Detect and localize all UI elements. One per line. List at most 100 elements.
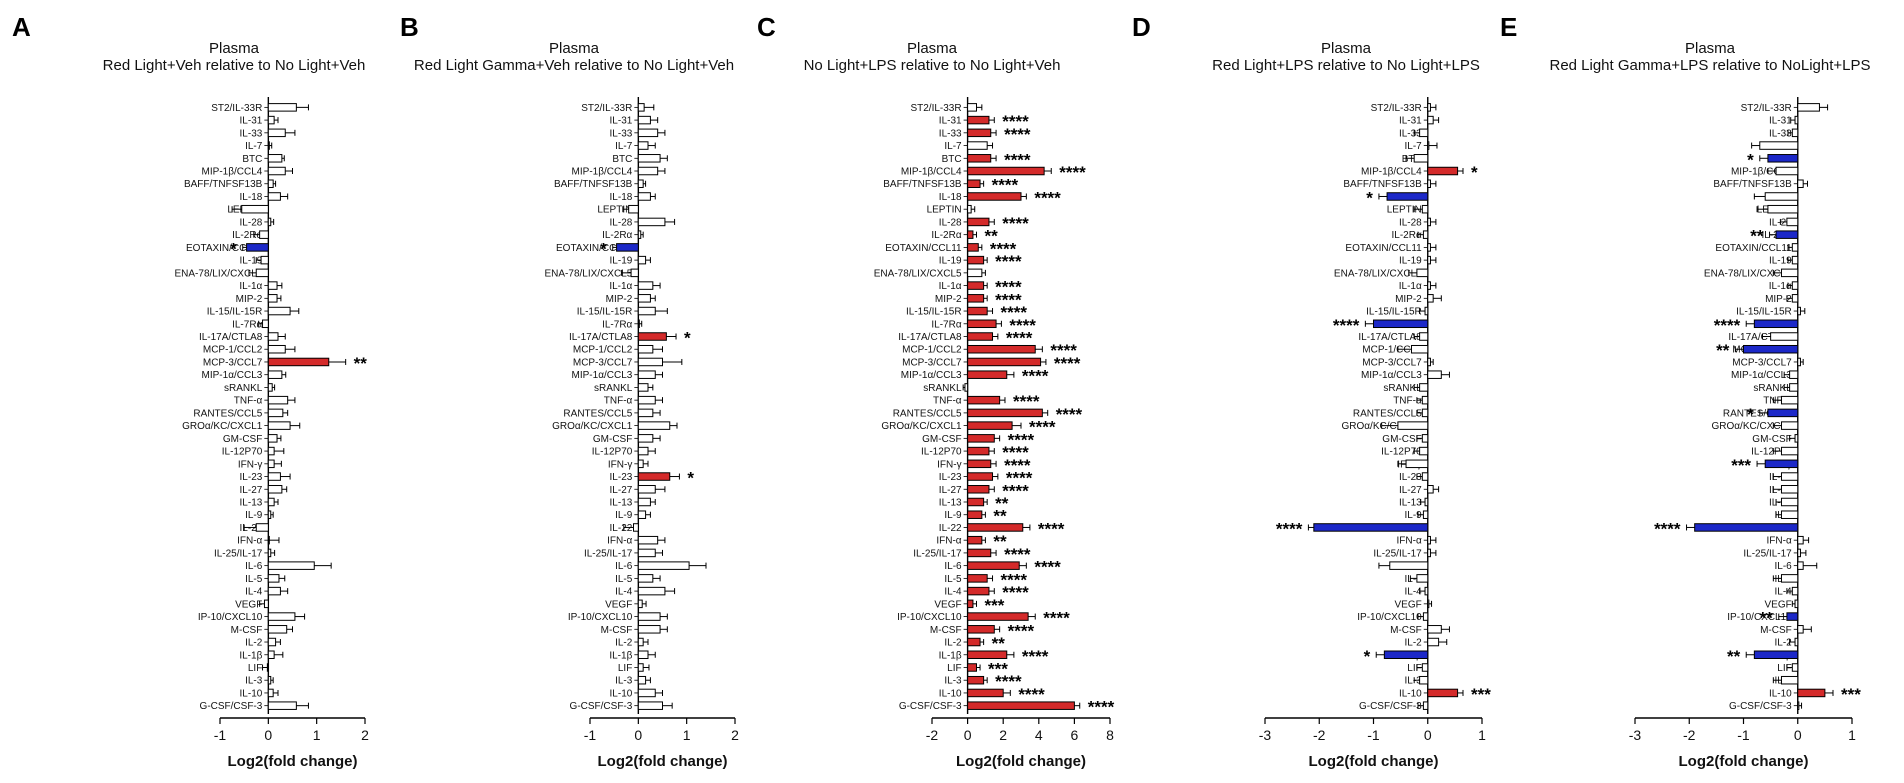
bar [637, 548, 656, 558]
bar [267, 485, 283, 494]
bar [267, 192, 281, 201]
bar [1797, 357, 1801, 367]
significance-label: *** [985, 596, 1005, 615]
panel-letter: A [12, 12, 31, 42]
significance-label: **** [1056, 405, 1083, 424]
significance-label: * [600, 239, 607, 258]
category-label: MIP-1α/CCL3 [1361, 370, 1422, 381]
category-label: IL-1α [939, 281, 962, 292]
bar [1427, 243, 1431, 252]
category-label: EOTAXIN/CCL11 [556, 243, 633, 254]
bar [1780, 421, 1799, 430]
bar [967, 535, 983, 545]
bar [967, 281, 985, 290]
bar [967, 179, 981, 188]
category-label: TNF-α [933, 396, 962, 407]
category-label: IFN-α [607, 536, 632, 547]
category-label: IL-10 [1399, 688, 1422, 699]
category-label: sRANKL [594, 383, 633, 394]
category-label: IL-7Rα [602, 319, 632, 330]
bar [1786, 612, 1799, 621]
bar [1421, 408, 1429, 418]
bar [267, 510, 272, 519]
category-label: ENA-78/LIX/CXCL5 [1334, 268, 1422, 279]
significance-label: **** [1002, 214, 1029, 233]
significance-label: **** [1059, 163, 1086, 182]
x-tick-label: -1 [1367, 727, 1380, 743]
bar [1794, 637, 1799, 647]
bar [267, 281, 278, 290]
category-label: M-CSF [1760, 625, 1792, 636]
bar [616, 243, 639, 252]
bar [967, 395, 1001, 405]
bar [967, 103, 977, 112]
bar [967, 675, 985, 685]
bar [637, 459, 644, 469]
category-label: RANTES/CCL5 [893, 408, 962, 419]
significance-label: ** [1716, 341, 1730, 360]
bar [964, 383, 969, 392]
bar [967, 701, 1075, 710]
category-label: IL-17A/CTLA8 [199, 332, 263, 343]
category-label: IL-7 [1405, 141, 1423, 152]
category-label: IL-2 [1775, 638, 1793, 649]
x-axis-label: Log2(fold change) [598, 753, 728, 770]
category-label: LEPTIN [927, 205, 962, 216]
bar [637, 675, 647, 685]
significance-label: * [1471, 163, 1478, 182]
significance-label: **** [1022, 367, 1049, 386]
bar [637, 383, 649, 392]
bar [637, 179, 644, 188]
significance-label: **** [1004, 125, 1031, 144]
x-tick-label: -3 [1259, 727, 1272, 743]
significance-label: **** [1714, 316, 1741, 335]
bar [967, 637, 981, 647]
bar [1427, 217, 1431, 227]
bar [967, 268, 983, 278]
x-tick-label: 1 [1848, 727, 1856, 743]
bar [1422, 510, 1429, 519]
bar [637, 612, 661, 621]
category-label: IL-12P70 [1381, 447, 1422, 458]
x-axis-label: Log2(fold change) [1679, 753, 1809, 770]
bar [1422, 701, 1429, 710]
bar [1786, 217, 1799, 227]
category-label: IP-10/CXCL10 [198, 612, 263, 623]
bar [637, 230, 642, 239]
bar [267, 306, 291, 316]
significance-label: * [230, 239, 237, 258]
category-label: IL-1α [1769, 281, 1792, 292]
significance-label: * [684, 329, 691, 348]
category-label: IL-23 [939, 472, 962, 483]
bar [1419, 446, 1429, 456]
bar [637, 446, 649, 456]
x-tick-label: -1 [214, 727, 227, 743]
significance-label: *** [988, 659, 1008, 678]
chart-title: Plasma [1685, 40, 1736, 57]
significance-label: ** [1760, 609, 1774, 628]
category-label: BTC [612, 154, 632, 165]
x-tick-label: 0 [1424, 727, 1432, 743]
bar [967, 357, 1042, 367]
bar [1780, 497, 1799, 507]
bar [267, 497, 275, 507]
category-label: MCP-3/CCL7 [203, 357, 263, 368]
bar [637, 625, 661, 634]
category-label: MIP-2 [1395, 294, 1422, 305]
bar [267, 115, 275, 125]
bar [637, 332, 667, 341]
category-label: IFN-α [1397, 536, 1422, 547]
category-label: IL-2 [1405, 638, 1423, 649]
x-tick-label: 8 [1106, 727, 1114, 743]
category-label: G-CSF/CSF-3 [899, 701, 962, 712]
x-tick-label: 1 [1478, 727, 1486, 743]
bar [1743, 344, 1799, 354]
significance-label: **** [1029, 418, 1056, 437]
category-label: GM-CSF [593, 434, 632, 445]
bar [1780, 446, 1799, 456]
category-label: MCP-3/CCL7 [1732, 357, 1792, 368]
bar [267, 574, 280, 583]
category-label: IL-6 [615, 561, 633, 572]
bar [637, 255, 647, 265]
